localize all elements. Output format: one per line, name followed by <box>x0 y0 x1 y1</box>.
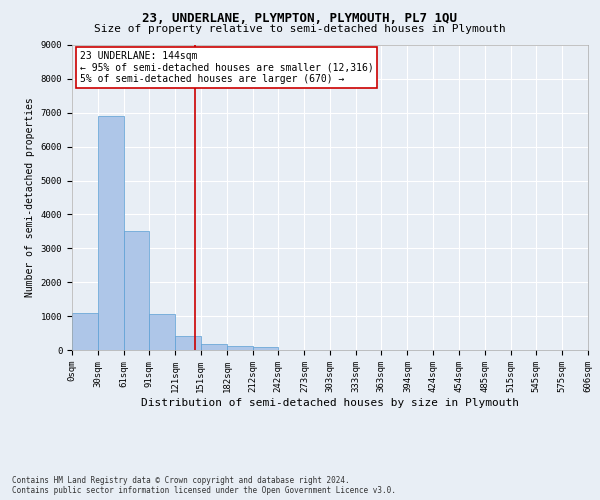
Bar <box>227 346 253 350</box>
Bar <box>253 348 278 350</box>
X-axis label: Distribution of semi-detached houses by size in Plymouth: Distribution of semi-detached houses by … <box>141 398 519 407</box>
Y-axis label: Number of semi-detached properties: Number of semi-detached properties <box>25 98 35 298</box>
Bar <box>72 312 98 350</box>
Bar <box>124 232 149 350</box>
Bar <box>175 336 200 350</box>
Bar <box>149 314 175 350</box>
Text: Contains HM Land Registry data © Crown copyright and database right 2024.
Contai: Contains HM Land Registry data © Crown c… <box>12 476 396 495</box>
Text: 23, UNDERLANE, PLYMPTON, PLYMOUTH, PL7 1QU: 23, UNDERLANE, PLYMPTON, PLYMOUTH, PL7 1… <box>143 12 458 26</box>
Text: 23 UNDERLANE: 144sqm
← 95% of semi-detached houses are smaller (12,316)
5% of se: 23 UNDERLANE: 144sqm ← 95% of semi-detac… <box>80 51 373 84</box>
Bar <box>200 344 227 350</box>
Bar <box>98 116 124 350</box>
Text: Size of property relative to semi-detached houses in Plymouth: Size of property relative to semi-detach… <box>94 24 506 34</box>
